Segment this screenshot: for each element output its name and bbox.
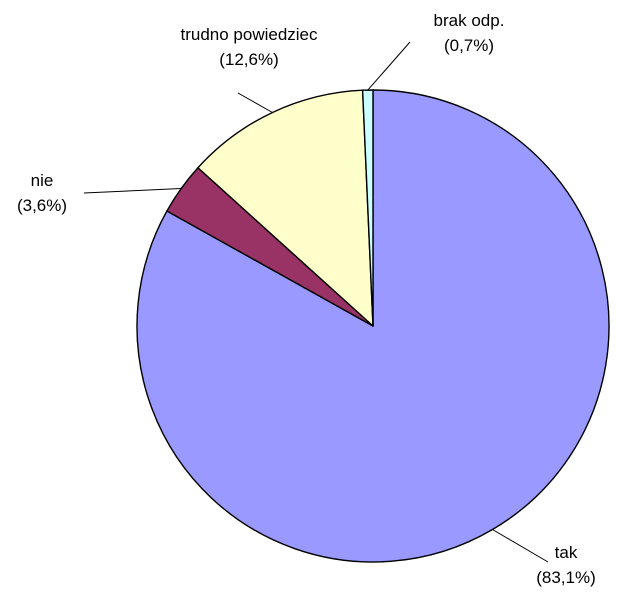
slice-label-name: brak odp.: [434, 11, 505, 30]
slice-label-name: tak: [555, 543, 578, 562]
slice-label-value: (83,1%): [536, 568, 596, 587]
slice-label-name: trudno powiedziec: [180, 25, 318, 44]
label-leader-lines: [83, 41, 549, 563]
slice-label-value: (0,7%): [444, 36, 494, 55]
pie-slices: [136, 89, 610, 563]
slice-label-name: nie: [31, 171, 54, 190]
slice-label-value: (12,6%): [219, 50, 279, 69]
slice-label-value: (3,6%): [17, 196, 67, 215]
leader-line-tak: [492, 529, 549, 563]
slice-labels: tak (83,1%) nie (3,6%) trudno powiedziec (12,…: [17, 11, 596, 587]
leader-line-nie: [83, 188, 182, 194]
pie-slice-trudno-powiedziec: [197, 89, 374, 327]
leader-line-trudno-powiedziec: [237, 92, 273, 113]
leader-line-brak-odp-: [367, 41, 411, 91]
